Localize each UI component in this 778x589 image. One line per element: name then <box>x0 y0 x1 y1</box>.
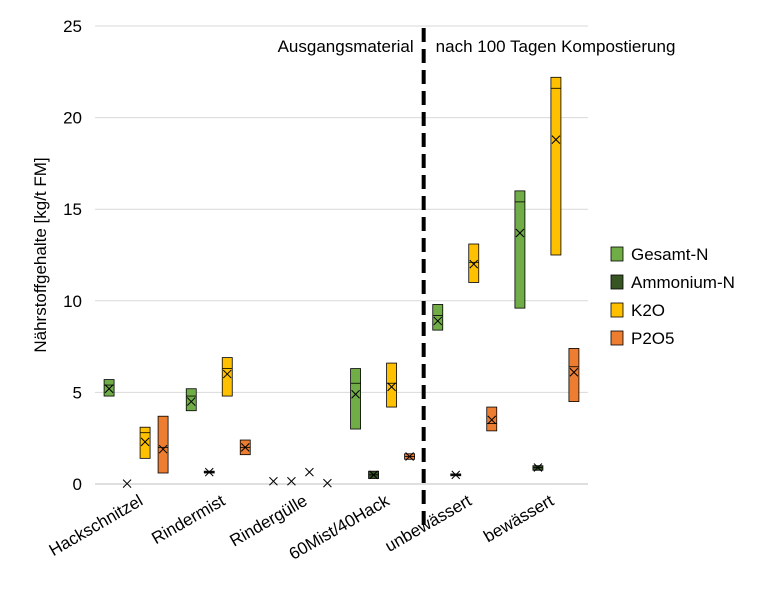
y-tick-label: 25 <box>63 17 82 36</box>
annotation-left: Ausgangsmaterial <box>278 37 414 56</box>
legend-label: Gesamt-N <box>631 245 708 264</box>
y-tick-label: 0 <box>73 475 82 494</box>
annotation-right: nach 100 Tagen Kompostierung <box>436 37 676 56</box>
box <box>568 348 580 402</box>
mean-marker <box>551 135 561 144</box>
box <box>386 362 397 408</box>
legend-swatch <box>610 274 624 290</box>
mean-marker <box>222 369 232 379</box>
box <box>532 463 544 472</box>
box <box>350 368 361 430</box>
box-rect <box>568 348 580 402</box>
legend-label: Ammonium-N <box>631 273 735 292</box>
box <box>432 304 444 331</box>
y-axis-title: Nährstoffgehalte [kg/t FM] <box>31 157 50 352</box>
box <box>221 357 233 397</box>
y-tick-label: 15 <box>63 200 82 219</box>
box <box>514 190 526 309</box>
box-groups <box>103 76 580 488</box>
category-labels: Hackschnitzel RindermistRindergülle60Mist… <box>46 491 557 564</box>
box <box>305 467 314 477</box>
box <box>450 470 462 480</box>
mean-marker <box>323 478 332 488</box>
box <box>185 388 197 412</box>
box <box>486 406 498 432</box>
box <box>550 76 562 256</box>
box <box>103 379 115 397</box>
box-rect <box>432 304 444 331</box>
y-tick-label: 10 <box>63 292 82 311</box>
box-rect <box>103 379 115 397</box>
box <box>122 479 132 488</box>
legend-swatch <box>610 302 624 318</box>
box <box>139 426 151 459</box>
box-rect <box>221 357 233 397</box>
y-tick-label: 5 <box>73 383 82 402</box>
box-rect <box>157 415 169 474</box>
box <box>368 470 379 480</box>
mean-marker <box>287 476 296 486</box>
mean-marker <box>204 467 214 477</box>
mean-marker <box>351 389 360 399</box>
category-label: Rindermist <box>148 491 228 548</box>
mean-marker <box>433 316 443 326</box>
box-rect <box>386 362 397 408</box>
category-label: Hackschnitzel <box>46 491 146 560</box>
mean-marker <box>487 415 497 425</box>
category-label: unbewässert <box>382 491 475 556</box>
mean-marker <box>269 476 278 486</box>
box <box>269 476 278 486</box>
grid-lines <box>95 25 588 485</box>
y-tick-labels: 0 5 10 15 20 25 <box>63 17 82 494</box>
mean-marker <box>451 470 461 480</box>
box-rect <box>486 406 498 432</box>
box <box>404 452 415 461</box>
mean-marker <box>533 463 543 472</box>
box <box>239 439 251 456</box>
legend-swatch <box>610 330 624 346</box>
mean-marker <box>158 444 168 454</box>
box <box>157 415 169 474</box>
legend: Gesamt-N Ammonium-N K2O P2O5 <box>610 245 735 348</box>
box-rect <box>350 368 361 430</box>
box <box>287 476 296 486</box>
box-rect <box>468 243 480 283</box>
box <box>323 478 332 488</box>
mean-marker <box>569 367 579 377</box>
box <box>203 467 215 477</box>
category-label: bewässert <box>480 491 557 546</box>
mean-marker <box>405 452 414 461</box>
mean-marker <box>240 443 250 452</box>
mean-marker <box>186 397 196 406</box>
y-tick-label: 20 <box>63 109 82 128</box>
legend-label: K2O <box>631 301 665 320</box>
legend-label: P2O5 <box>631 329 674 348</box>
mean-marker <box>305 467 314 477</box>
mean-marker <box>387 382 396 392</box>
box <box>468 243 480 283</box>
mean-marker <box>515 228 525 238</box>
mean-marker <box>104 384 114 394</box>
mean-marker <box>369 470 378 480</box>
box-rect <box>550 76 562 256</box>
mean-marker <box>122 479 132 488</box>
legend-swatch <box>610 246 624 262</box>
mean-marker <box>469 259 479 269</box>
box-rect <box>185 388 197 412</box>
mean-marker <box>140 437 150 447</box>
box-rect <box>139 426 151 459</box>
box-rect <box>514 190 526 309</box>
